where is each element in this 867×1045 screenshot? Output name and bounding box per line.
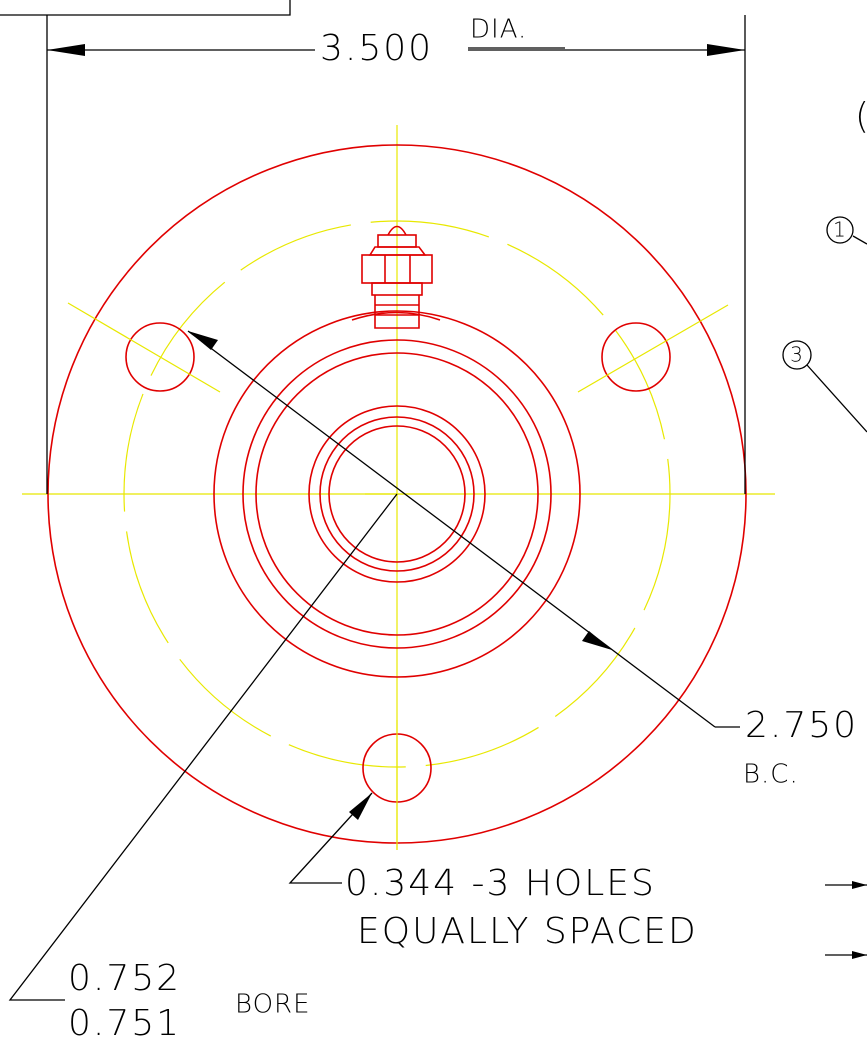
balloon-text: 1	[833, 218, 847, 242]
grease-fitting	[351, 225, 441, 329]
dim-text: 0.752	[68, 958, 181, 999]
dim-text: 3.500	[320, 28, 433, 69]
title-box	[0, 0, 291, 16]
dim-text: EQUALLY SPACED	[357, 911, 698, 952]
dim-note: DIA.	[470, 15, 527, 45]
dim-diameter: 3.500 DIA.	[46, 15, 746, 494]
dim-text: 2.750	[745, 705, 858, 746]
dim-note: B.C.	[743, 760, 799, 790]
bolt-holes	[67, 302, 729, 850]
center-lines	[22, 125, 775, 850]
dim-text: 0.344 -3 HOLES	[345, 863, 656, 904]
balloons: ( 1 3	[782, 96, 867, 959]
balloon-text: 3	[790, 343, 804, 367]
dim-bore: 0.752 0.751 BORE	[8, 493, 398, 1044]
balloon-text: (	[855, 96, 867, 137]
dim-holes: 0.344 -3 HOLES EQUALLY SPACED	[288, 792, 698, 952]
dim-bolt-circle: 2.750 B.C.	[187, 330, 858, 790]
dim-note: BORE	[235, 990, 311, 1020]
dim-text: 0.751	[68, 1003, 181, 1044]
